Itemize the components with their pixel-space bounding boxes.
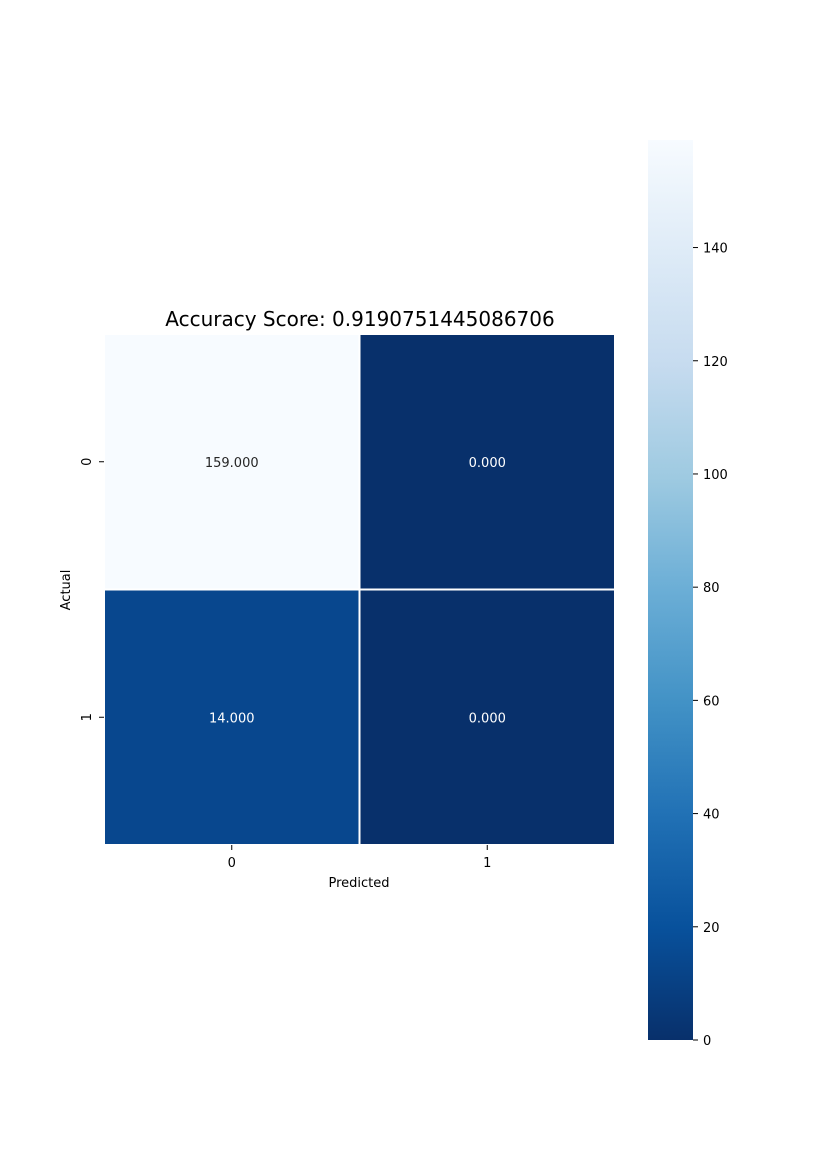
colorbar-tick-label: 120: [703, 355, 728, 370]
heatmap-cell-0-0: [103, 333, 361, 591]
heatmap-cell-1-1: [358, 588, 616, 846]
heatmap-cells: [103, 333, 616, 846]
chart-title: Accuracy Score: 0.9190751445086706: [165, 307, 554, 331]
y-axis: 01: [80, 458, 104, 721]
colorbar-tick-label: 140: [703, 242, 728, 257]
colorbar-tick-label: 60: [703, 694, 720, 709]
colorbar-tick-label: 40: [703, 808, 720, 823]
heatmap-cell-0-1: [358, 333, 616, 591]
x-axis-label: Predicted: [328, 876, 389, 891]
heatmap-cell-1-0: [103, 588, 361, 846]
cell-value-label: 14.000: [209, 711, 255, 726]
y-axis-label: Actual: [59, 570, 74, 611]
cell-value-label: 0.000: [469, 711, 506, 726]
y-tick-label: 1: [80, 713, 95, 721]
x-tick-label: 0: [228, 856, 236, 871]
colorbar-tick-label: 80: [703, 581, 720, 596]
colorbar: [648, 140, 693, 1040]
colorbar-ticks: 0 20 40 60 80 100 120 140: [693, 242, 728, 1049]
colorbar-tick-label: 0: [703, 1034, 711, 1049]
colorbar-tick-label: 100: [703, 468, 728, 483]
y-tick-label: 0: [80, 458, 95, 466]
colorbar-tick-label: 20: [703, 921, 720, 936]
cell-value-label: 159.000: [205, 456, 259, 471]
heatmap-cell-labels: 159.000 0.000 14.000 0.000: [205, 456, 506, 727]
x-tick-label: 1: [483, 856, 491, 871]
cell-value-label: 0.000: [469, 456, 506, 471]
